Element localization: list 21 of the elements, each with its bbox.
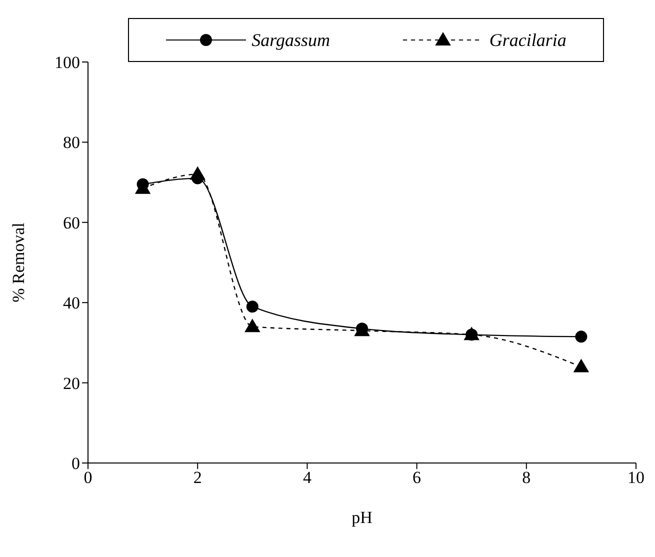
x-tick-label: 2: [193, 468, 202, 488]
y-tick-label: 0: [72, 454, 80, 474]
point: [575, 330, 588, 343]
y-tick-label: 100: [54, 53, 80, 72]
point: [246, 300, 258, 313]
legend-label: Sargassum: [252, 30, 330, 50]
x-tick-label: 10: [628, 468, 644, 488]
x-tick-label: 4: [302, 468, 312, 488]
x-tick-label: 0: [84, 468, 92, 488]
legend-label: Gracilaria: [489, 30, 566, 50]
y-tick-label: 20: [63, 374, 80, 393]
y-tick-label: 40: [63, 294, 80, 313]
point: [574, 359, 589, 372]
x-axis-title: pH: [352, 508, 372, 527]
point: [190, 166, 206, 180]
y-tick-label: 60: [63, 213, 80, 232]
x-tick-label: 8: [522, 468, 531, 488]
x-tick-label: 6: [412, 468, 422, 488]
y-tick-label: 80: [63, 133, 80, 152]
y-axis-title: % Removal: [9, 222, 28, 302]
point: [244, 319, 260, 332]
